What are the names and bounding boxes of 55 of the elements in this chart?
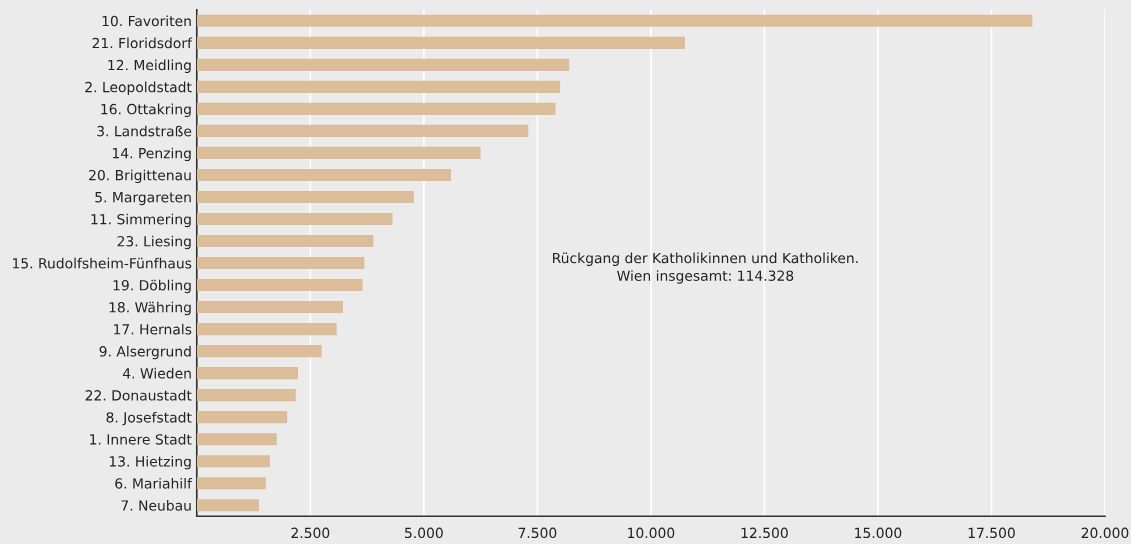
bar bbox=[196, 345, 322, 358]
x-tick-label: 10.000 bbox=[628, 527, 675, 539]
y-tick-label: 5. Margareten bbox=[95, 192, 191, 206]
y-tick-label: 11. Simmering bbox=[91, 213, 191, 228]
y-tick-label: 13. Hietzing bbox=[109, 455, 191, 470]
x-tick-label: 5.000 bbox=[405, 527, 443, 539]
bar bbox=[196, 168, 452, 181]
bar bbox=[196, 58, 570, 71]
y-tick-label: 4. Wieden bbox=[122, 367, 191, 379]
bar bbox=[196, 234, 374, 248]
bar bbox=[196, 256, 365, 270]
y-tick-label: 3. Landstraße bbox=[97, 125, 192, 137]
bar bbox=[196, 323, 337, 336]
bar bbox=[196, 477, 266, 490]
bar bbox=[196, 301, 344, 314]
y-tick-label: 21. Floridsdorf bbox=[92, 37, 193, 49]
y-tick-label: 20. Brigittenau bbox=[89, 169, 191, 184]
y-tick-label: 10. Favoriten bbox=[102, 15, 191, 27]
annotation: Rückgang der Katholikinnen und Katholiken. Wien insgesamt: 114.328 bbox=[553, 252, 858, 284]
bar bbox=[196, 124, 529, 137]
y-tick-label: 1. Innere Stadt bbox=[90, 433, 192, 445]
bar bbox=[196, 190, 414, 204]
bar bbox=[196, 80, 561, 93]
bar bbox=[196, 36, 685, 49]
y-tick-label: 14. Penzing bbox=[112, 147, 191, 162]
bar bbox=[196, 499, 260, 512]
x-tick-label: 12.500 bbox=[741, 527, 788, 539]
y-tick-label: 15. Rudolfsheim-Fünfhaus bbox=[13, 257, 192, 269]
y-tick-label: 16. Ottakring bbox=[101, 103, 191, 118]
bar bbox=[196, 367, 299, 380]
bar bbox=[196, 146, 481, 159]
x-tick-label: 7.500 bbox=[518, 527, 557, 539]
bar bbox=[196, 212, 393, 226]
bar bbox=[196, 14, 1033, 27]
x-tick-label: 2.500 bbox=[291, 527, 330, 539]
y-tick-label: 7. Neubau bbox=[121, 499, 191, 511]
y-tick-label: 8. Josefstadt bbox=[106, 411, 192, 426]
x-tick-label: 17.500 bbox=[968, 527, 1015, 539]
y-tick-label: 9. Alsergrund bbox=[99, 345, 191, 360]
y-tick-label: 23. Liesing bbox=[117, 235, 191, 250]
y-tick-label: 2. Leopoldstadt bbox=[85, 81, 192, 96]
y-tick-label: 17. Hernals bbox=[114, 323, 192, 335]
bar bbox=[196, 455, 270, 468]
bar bbox=[196, 278, 363, 292]
x-tick-label: 15.000 bbox=[855, 527, 902, 539]
bar bbox=[196, 389, 296, 402]
y-tick-label: 12. Meidling bbox=[108, 59, 191, 74]
y-tick-label: 6. Mariahilf bbox=[115, 477, 193, 489]
x-tick-label: 20.000 bbox=[1081, 527, 1129, 539]
y-tick-label: 18. Währing bbox=[109, 301, 191, 316]
y-tick-label: 19. Döbling bbox=[113, 279, 191, 294]
bar bbox=[196, 102, 556, 115]
bar bbox=[196, 411, 288, 424]
y-tick-label: 22. Donaustadt bbox=[85, 389, 192, 401]
bar bbox=[196, 433, 277, 446]
